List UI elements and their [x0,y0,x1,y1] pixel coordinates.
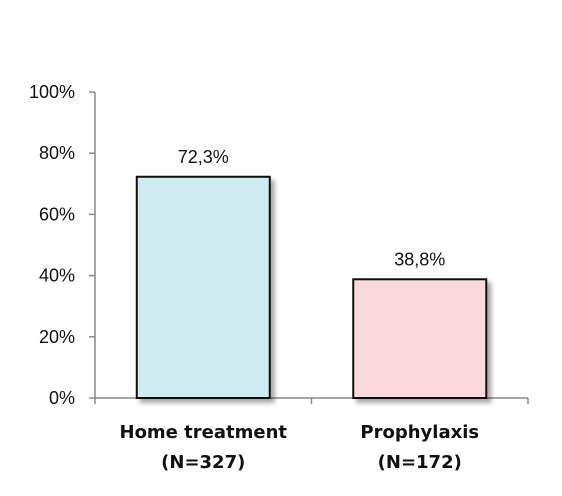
y-tick-label: 80% [39,143,75,163]
y-tick-label: 0% [49,388,75,408]
bars [135,175,488,399]
x-tick-label: (N=327) [161,452,245,473]
bar [135,175,271,399]
x-tick-label: (N=172) [378,452,462,473]
data-labels: 72,3% 38,8% [178,147,446,270]
data-label: 38,8% [394,249,445,269]
y-tick-label: 20% [39,327,75,347]
x-tick-label: Home treatment [120,422,288,443]
x-tick-label: Prophylaxis [360,422,479,443]
y-axis: 0% 20% 40% 60% 80% 100% [29,82,96,408]
y-tick-label: 40% [39,266,75,286]
y-tick-label: 60% [39,204,75,224]
data-label: 72,3% [178,147,229,167]
x-axis: Home treatment (N=327) Prophylaxis (N=172) [94,397,529,473]
bar [352,278,488,399]
y-tick-label: 100% [29,82,75,102]
